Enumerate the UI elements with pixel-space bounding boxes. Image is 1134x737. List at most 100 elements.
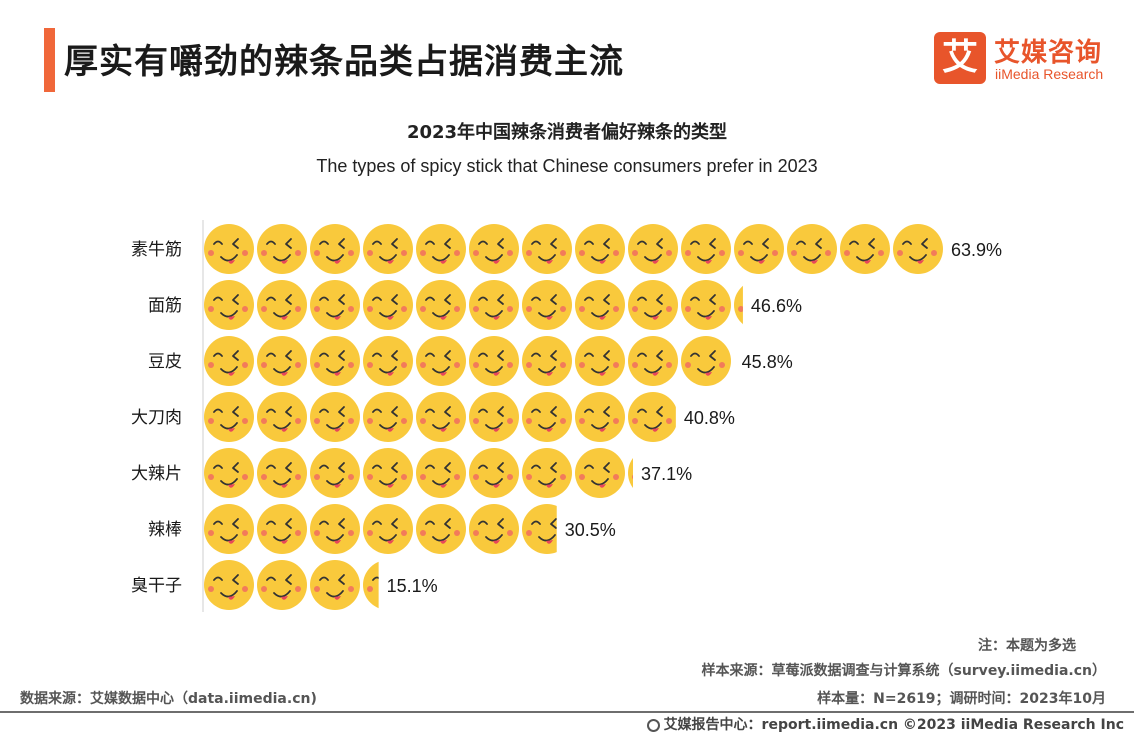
emoji-face-mark: [416, 224, 466, 274]
emoji-face-mark: [628, 280, 678, 330]
emoji-face-mark: [416, 336, 466, 386]
emoji-face-mark: [522, 280, 572, 330]
emoji-face-mark: [522, 336, 572, 386]
emoji-face-mark: [469, 448, 519, 498]
value-label: 40.8%: [684, 408, 735, 428]
emoji-face-mark: [681, 224, 731, 274]
emoji-face-mark: [204, 392, 254, 442]
emoji-face-mark: [416, 448, 466, 498]
emoji-face-mark: [628, 457, 634, 489]
category-label: 豆皮: [148, 352, 182, 372]
emoji-face-mark: [257, 448, 307, 498]
emoji-face-mark: [522, 392, 572, 442]
emoji-face-mark: [310, 336, 360, 386]
category-label: 臭干子: [131, 576, 182, 596]
emoji-face-mark: [522, 224, 572, 274]
emoji-face-mark: [734, 285, 743, 325]
sample-source: 样本来源：草莓派数据调查与计算系统（survey.iimedia.cn）: [701, 663, 1106, 679]
emoji-face-mark: [257, 336, 307, 386]
bar-4: 大刀肉 40.8%: [131, 392, 735, 442]
emoji-face-mark: [257, 224, 307, 274]
emoji-face-mark: [416, 280, 466, 330]
footer-divider: [0, 711, 1134, 713]
emoji-face-mark: [257, 560, 307, 610]
bar-2: 面筋 46.6%: [148, 280, 802, 330]
emoji-face-mark: [628, 224, 678, 274]
footer-text: 艾媒报告中心：report.iimedia.cn ©2023 iiMedia R…: [663, 717, 1124, 733]
emoji-face-mark: [681, 336, 731, 386]
footer: 艾媒报告中心：report.iimedia.cn ©2023 iiMedia R…: [646, 714, 1124, 734]
logo-name-en: iiMedia Research: [995, 66, 1104, 82]
emoji-face-mark: [522, 448, 572, 498]
category-label: 面筋: [148, 296, 182, 316]
logo-name-cn: 艾媒咨询: [994, 38, 1103, 68]
emoji-face-mark: [310, 560, 360, 610]
emoji-face-mark: [257, 280, 307, 330]
emoji-face-mark: [204, 336, 254, 386]
bar-5: 大辣片 37.1%: [131, 448, 692, 498]
multi-select-note: 注：本题为多选: [978, 638, 1076, 654]
chart-title: 2023年中国辣条消费者偏好辣条的类型: [406, 122, 728, 143]
emoji-face-mark: [363, 561, 379, 609]
emoji-face-mark: [575, 392, 625, 442]
sample-size: 样本量：N=2619；调研时间：2023年10月: [817, 691, 1106, 707]
brand-logo: 艾 艾媒咨询 iiMedia Research: [934, 32, 1124, 88]
emoji-face-mark: [363, 336, 413, 386]
emoji-face-mark: [469, 336, 519, 386]
value-label: 63.9%: [951, 240, 1002, 260]
category-label: 大刀肉: [131, 408, 182, 428]
emoji-face-mark: [575, 224, 625, 274]
emoji-face-mark: [416, 504, 466, 554]
emoji-face-mark: [628, 392, 676, 442]
emoji-face-mark: [681, 280, 731, 330]
value-label: 46.6%: [751, 296, 802, 316]
category-label: 辣棒: [148, 520, 182, 540]
value-label: 30.5%: [565, 520, 616, 540]
emoji-face-mark: [840, 224, 890, 274]
emoji-face-mark: [204, 560, 254, 610]
emoji-face-mark: [469, 392, 519, 442]
title-accent-bar: [44, 28, 55, 92]
emoji-face-mark: [522, 504, 557, 554]
value-label: 37.1%: [641, 464, 692, 484]
emoji-face-mark: [469, 224, 519, 274]
emoji-face-mark: [416, 392, 466, 442]
chart-subtitle: The types of spicy stick that Chinese co…: [316, 156, 818, 176]
emoji-face-mark: [363, 448, 413, 498]
emoji-face-mark: [893, 224, 943, 274]
emoji-face-mark: [734, 224, 784, 274]
bar-1: 素牛筋 63.9%: [131, 224, 1002, 274]
emoji-face-mark: [310, 504, 360, 554]
emoji-face-mark: [575, 280, 625, 330]
emoji-face-mark: [363, 504, 413, 554]
value-label: 45.8%: [742, 352, 793, 372]
emoji-face-mark: [575, 336, 625, 386]
emoji-face-mark: [257, 392, 307, 442]
emoji-face-mark: [469, 280, 519, 330]
emoji-face-mark: [310, 224, 360, 274]
globe-icon: [646, 719, 660, 732]
emoji-face-mark: [310, 392, 360, 442]
emoji-face-mark: [310, 448, 360, 498]
bar-3: 豆皮 45.8%: [148, 336, 793, 386]
logo-mark-icon: 艾: [934, 32, 986, 84]
page-title: 厚实有嚼劲的辣条品类占据消费主流: [64, 42, 624, 82]
emoji-face-mark: [469, 504, 519, 554]
emoji-face-mark: [363, 280, 413, 330]
emoji-face-mark: [204, 224, 254, 274]
emoji-face-mark: [204, 504, 254, 554]
emoji-face-mark: [628, 336, 678, 386]
emoji-face-mark: [363, 392, 413, 442]
emoji-face-mark: [787, 224, 837, 274]
value-label: 15.1%: [387, 576, 438, 596]
category-label: 素牛筋: [131, 240, 182, 260]
emoji-face-mark: [310, 280, 360, 330]
category-label: 大辣片: [131, 464, 182, 484]
bar-6: 辣棒 30.5%: [148, 504, 616, 554]
emoji-face-mark: [257, 504, 307, 554]
emoji-face-mark: [204, 448, 254, 498]
emoji-face-mark: [575, 448, 625, 498]
data-source: 数据来源：艾媒数据中心（data.iimedia.cn): [20, 691, 317, 707]
emoji-face-mark: [363, 224, 413, 274]
